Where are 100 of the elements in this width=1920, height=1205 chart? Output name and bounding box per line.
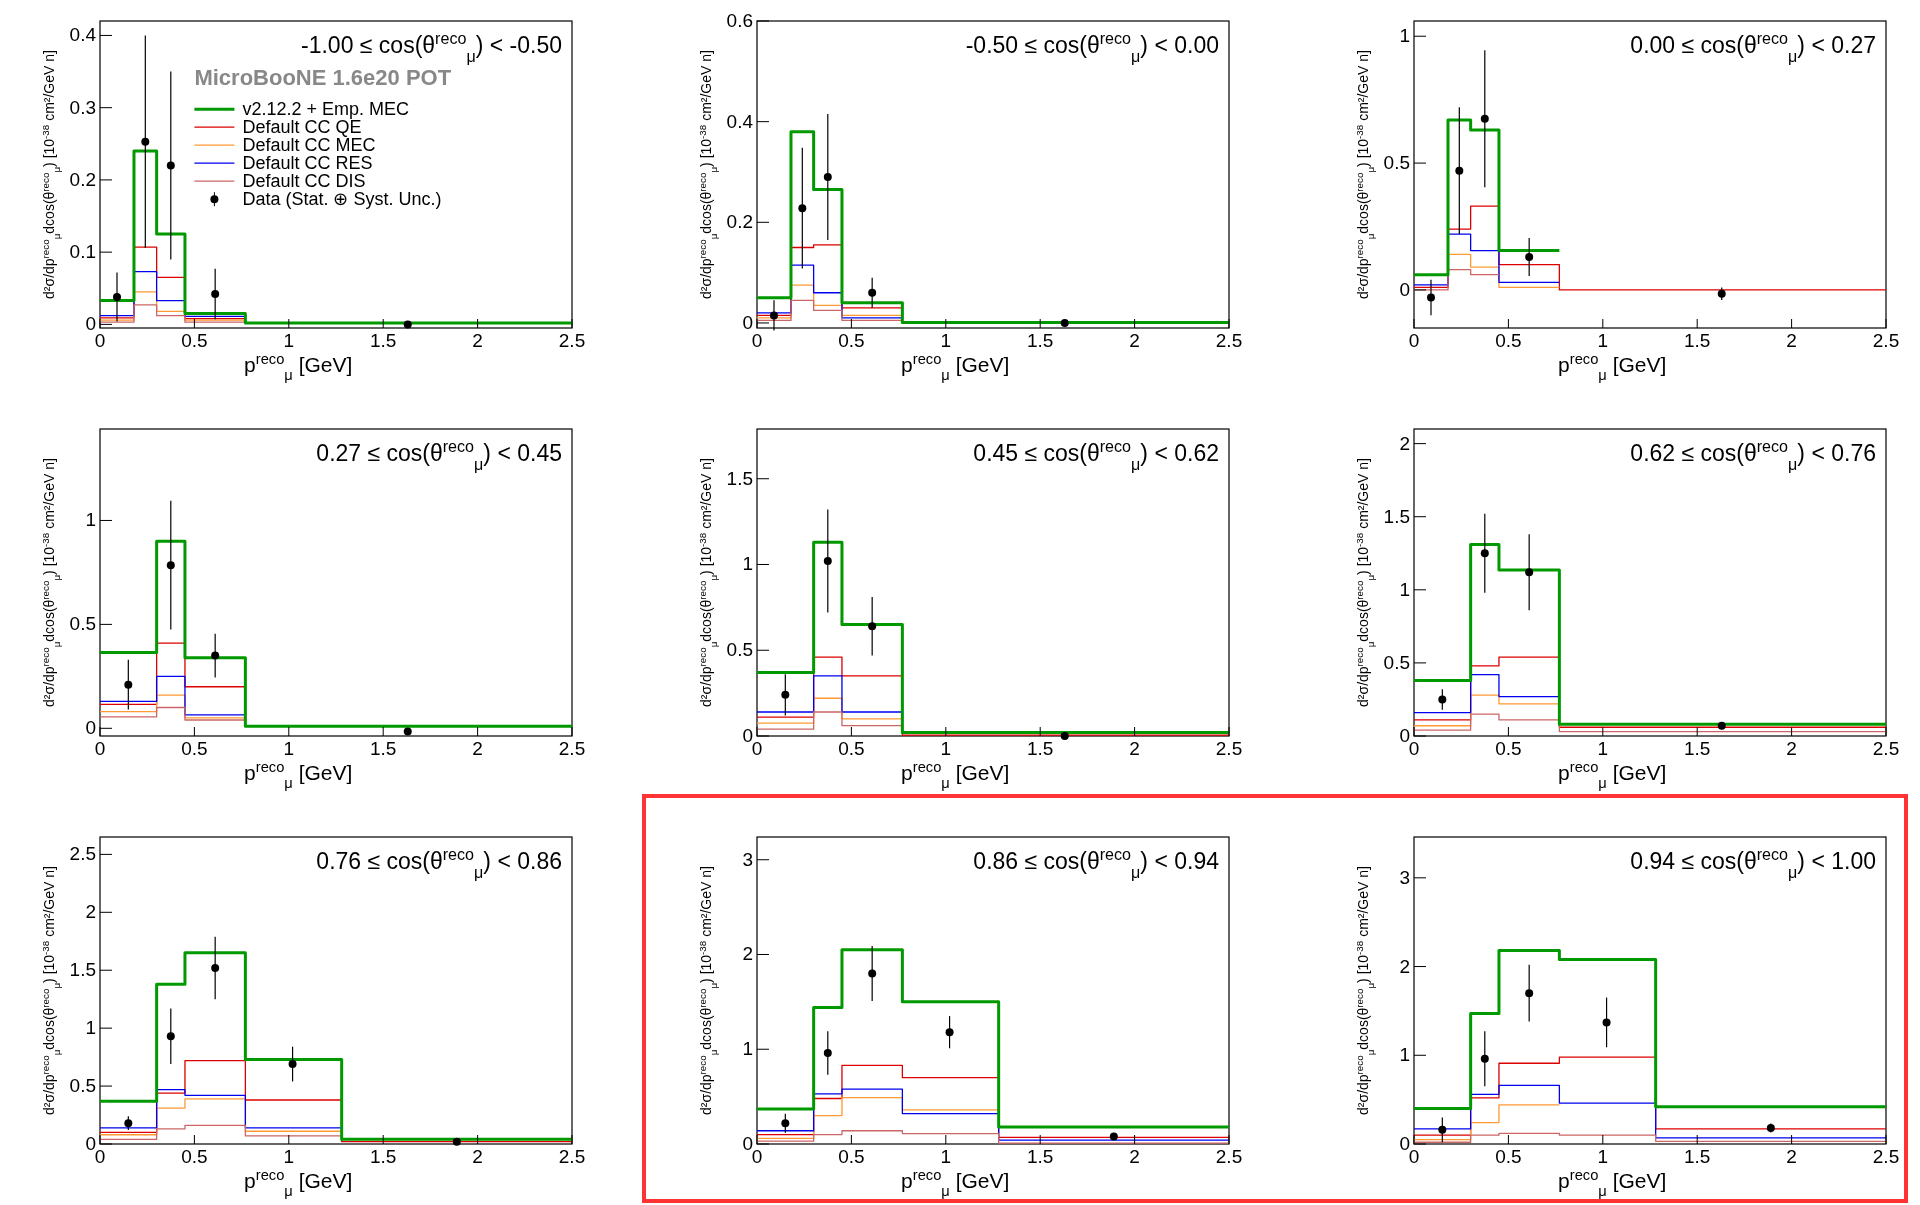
y-tick-label: 0 [1399,1133,1410,1154]
point [112,292,121,301]
x-tick-label: 0.5 [1495,738,1522,759]
point [781,690,790,699]
point [1480,114,1489,123]
line-series [755,130,1231,324]
y-tick-label: 0.2 [69,168,96,190]
x-axis-title: p$^{reco}$$_{μ}$ [GeV] [244,351,353,383]
x-tick-label: 1 [1597,1146,1609,1167]
x-tick-label: 1 [283,738,295,759]
point [1109,1132,1118,1141]
point [769,311,778,320]
y-tick-label: 0 [742,311,753,333]
x-axis-title: p$^{reco}$$_{μ}$ [GeV] [1558,1167,1667,1199]
legend-label: v2.12.2 + Emp. MEC [242,99,409,120]
y-tick-label: 0.5 [1383,651,1410,673]
point [1480,1054,1489,1063]
x-axis-title: p$^{reco}$$_{μ}$ [GeV] [901,1167,1010,1199]
point [1717,721,1726,730]
point [1766,1124,1775,1133]
x-tick-label: 2.5 [1215,738,1243,759]
y-tick-label: 1.5 [1383,505,1410,527]
y-tick-label: 1 [85,509,96,531]
line-series [755,540,1231,735]
y-tick-label: 0.1 [69,241,96,263]
line-series [755,948,1231,1129]
y-tick-label: 0.4 [726,110,754,132]
point [1060,732,1069,740]
x-tick-label: 1.5 [369,1146,397,1167]
line-series [1412,949,1888,1111]
text: 0.27 ≤ cos(θ$^{reco}$$_{μ}$) < 0.45 [316,437,562,473]
y-tick-label: 0.5 [726,639,753,661]
legend-label: Data (Stat. ⊕ Syst. Unc.) [242,189,442,210]
x-tick-label: 1 [1597,738,1609,759]
point [868,622,877,631]
x-tick-label: 2.5 [1215,1146,1243,1167]
x-tick-label: 1 [283,330,295,351]
point [945,1028,954,1037]
x-tick-label: 1.5 [1683,738,1711,759]
point [211,963,220,972]
x-tick-label: 2.5 [1872,1146,1900,1167]
text: 0.86 ≤ cos(θ$^{reco}$$_{μ}$) < 0.94 [973,845,1220,881]
y-tick-label: 0.5 [1383,152,1410,174]
y-tick-label: 0 [1399,725,1410,746]
point [1480,549,1489,558]
point [1602,1018,1611,1027]
point [868,969,877,978]
y-tick-label: 0 [1399,278,1410,300]
line-series [1413,1132,1887,1143]
point [124,680,133,689]
text: -1.00 ≤ cos(θ$^{reco}$$_{μ}$) < -0.50 [301,29,562,65]
line-series [756,1088,1230,1141]
y-tick-label: 3 [1399,866,1410,888]
legend-label: Default CC DIS [242,171,366,192]
point [403,320,412,329]
line-series [1413,1084,1887,1139]
x-tick-label: 2.5 [558,330,586,351]
y-tick-label: 0 [85,313,96,335]
x-tick-label: 0.5 [838,330,865,351]
y-tick-label: 0.2 [726,211,753,233]
x-tick-label: 2.5 [1872,330,1900,351]
point [211,651,220,660]
x-tick-label: 2.5 [1872,738,1900,759]
point [403,727,412,736]
x-tick-label: 1.5 [369,330,397,351]
y-tick-label: 1 [742,553,753,575]
x-tick-label: 1.5 [1026,738,1054,759]
y-tick-label: 0.4 [69,24,97,46]
x-tick-label: 2.5 [558,738,586,759]
legend-title: MicroBooNE 1.6e20 POT [194,65,452,91]
point [124,1119,133,1128]
x-tick-label: 2.5 [558,1146,586,1167]
point [868,288,877,297]
x-tick-label: 2 [1786,1146,1797,1167]
point [141,137,150,146]
y-tick-label: 0.5 [69,1075,96,1097]
text: 0.00 ≤ cos(θ$^{reco}$$_{μ}$) < 0.27 [1630,29,1876,65]
y-tick-label: 2.5 [69,843,96,865]
point [798,204,807,213]
point [166,161,175,170]
line-series [99,1124,343,1141]
y-tick-label: 1 [1399,578,1410,600]
x-tick-label: 1.5 [1683,1146,1711,1167]
x-axis-title: p$^{reco}$$_{μ}$ [GeV] [244,1167,353,1199]
point [823,557,832,566]
y-tick-label: 0 [742,1133,753,1154]
x-tick-label: 2 [472,330,483,351]
text: -0.50 ≤ cos(θ$^{reco}$$_{μ}$) < 0.00 [965,29,1219,65]
x-tick-label: 0.5 [1495,1146,1522,1167]
x-axis-title: p$^{reco}$$_{μ}$ [GeV] [901,759,1010,791]
point [1438,1125,1447,1134]
legend-label: Default CC RES [242,153,373,174]
point [166,1032,175,1041]
point [452,1137,461,1146]
x-tick-label: 1.5 [1026,330,1054,351]
x-tick-label: 2 [472,1146,483,1167]
x-tick-label: 2 [1129,330,1140,351]
x-tick-label: 0.5 [181,738,208,759]
line-series [1413,713,1887,733]
y-tick-label: 1 [1399,25,1410,47]
